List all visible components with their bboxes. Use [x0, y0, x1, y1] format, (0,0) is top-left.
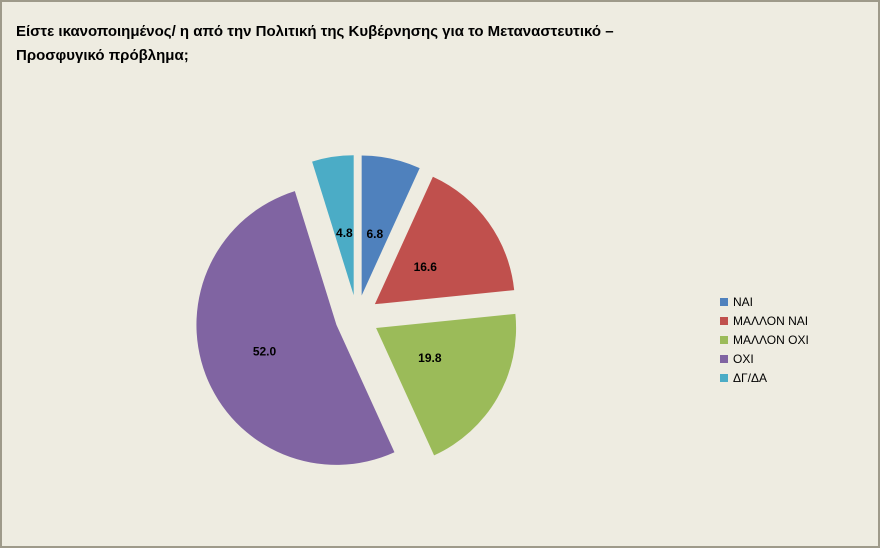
legend-swatch	[720, 317, 728, 325]
pie-slice	[376, 313, 517, 456]
pie-slice	[374, 176, 515, 305]
legend-swatch	[720, 374, 728, 382]
legend-swatch	[720, 298, 728, 306]
data-label: 19.8	[418, 351, 442, 365]
legend-label: ΝΑΙ	[733, 295, 753, 309]
legend-swatch	[720, 355, 728, 363]
legend-swatch	[720, 336, 728, 344]
legend-label: ΟΧΙ	[733, 352, 754, 366]
chart-title: Είστε ικανοποιημένος/ η από την Πολιτική…	[16, 23, 614, 64]
legend-label: ΜΑΛΛΟΝ ΝΑΙ	[733, 314, 808, 328]
pie-slice	[361, 155, 420, 296]
legend-label: ΜΑΛΛΟΝ ΟΧΙ	[733, 333, 809, 347]
pie-slice	[312, 155, 354, 296]
data-label: 4.8	[336, 226, 353, 240]
data-label: 52.0	[253, 344, 277, 358]
legend-label: ΔΓ/ΔΑ	[733, 371, 767, 385]
data-label: 16.6	[414, 260, 438, 274]
data-label: 6.8	[366, 227, 383, 241]
pie-slice	[196, 191, 395, 465]
